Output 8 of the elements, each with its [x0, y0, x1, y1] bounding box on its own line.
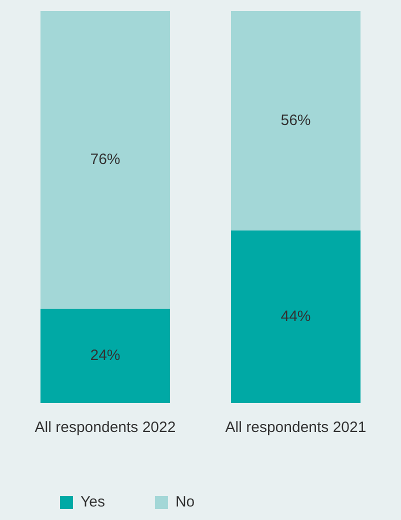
legend-label: No — [175, 494, 195, 511]
data-label: 24% — [90, 347, 120, 364]
x-tick-label: All respondents 2022 — [34, 419, 176, 436]
legend-label: Yes — [80, 494, 105, 511]
data-label: 56% — [280, 112, 311, 129]
data-label: 44% — [280, 308, 311, 325]
data-label: 76% — [90, 151, 120, 168]
x-tick-label: All respondents 2021 — [225, 419, 366, 436]
